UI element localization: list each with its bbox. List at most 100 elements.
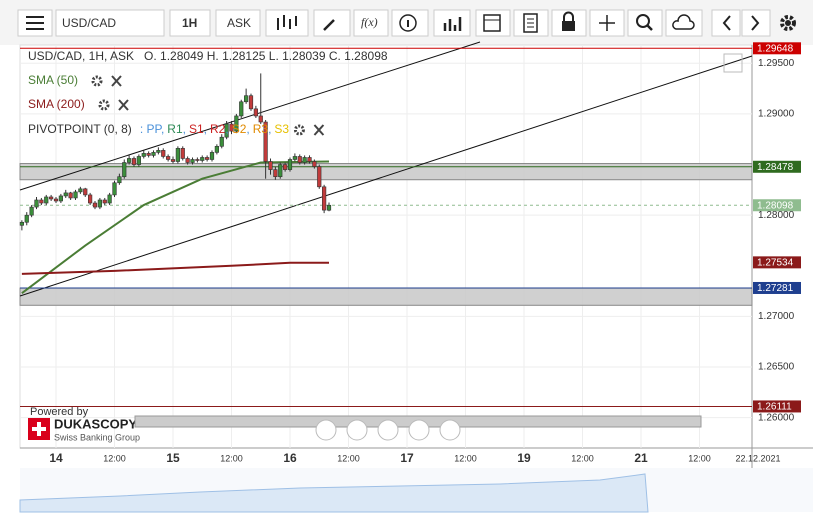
sma50-settings[interactable] — [91, 75, 122, 87]
crosshair-button[interactable] — [589, 9, 625, 37]
nav-right[interactable] — [439, 419, 461, 441]
pivot-zone — [19, 163, 753, 181]
candle-body — [219, 136, 224, 147]
candle-body — [151, 152, 156, 156]
side-select[interactable]: ASK — [215, 9, 261, 37]
navigator-area — [19, 473, 649, 513]
x-tick-label: 17 — [400, 451, 414, 465]
report-button[interactable] — [513, 9, 549, 37]
pivot-settings[interactable] — [293, 124, 325, 136]
level-badge — [753, 199, 801, 212]
trendline — [19, 55, 753, 297]
candle-body — [273, 169, 278, 177]
candle-body — [205, 157, 210, 160]
y-tick-label: 1.29500 — [758, 58, 795, 69]
candle-body — [136, 156, 141, 165]
candle-body — [122, 162, 127, 177]
popout-icon[interactable] — [723, 53, 743, 73]
nav-left[interactable] — [315, 419, 337, 441]
pivot-legend: PIVOTPOINT (0, 8): PP, R1, S1, R2, S2, R3, S3 — [28, 122, 289, 136]
level-label: 1.27281 — [757, 283, 794, 294]
x-tick-label: 12:00 — [337, 453, 360, 463]
fx-button[interactable]: f(x) — [353, 9, 389, 37]
forward-button[interactable] — [741, 9, 771, 37]
candle-body — [19, 221, 24, 226]
candle-body — [92, 202, 98, 208]
x-tick-label: 14 — [49, 451, 63, 465]
candle-body — [170, 159, 176, 162]
candle-body — [317, 166, 322, 188]
y-tick-label: 1.29000 — [758, 109, 795, 120]
candle-body — [146, 153, 151, 156]
candle-body — [63, 192, 68, 197]
symbol-select[interactable]: USD/CAD — [55, 9, 165, 37]
candle-body — [175, 148, 180, 162]
candle-body — [58, 195, 63, 202]
nav-buttons — [315, 419, 461, 441]
legend: USD/CAD, 1H, ASK O. 1.28049 H. 1.28125 L… — [28, 49, 388, 136]
candle-body — [102, 199, 107, 204]
candle-body — [131, 158, 137, 165]
volume-button[interactable] — [433, 9, 471, 37]
candle-body — [83, 188, 88, 196]
lock-button[interactable] — [551, 9, 587, 37]
side: ASK — [227, 16, 251, 30]
candle-body — [161, 150, 166, 157]
candle-body — [117, 176, 122, 184]
navigator — [19, 468, 813, 513]
candle-body — [283, 164, 288, 170]
y-tick-label: 1.27000 — [758, 311, 795, 322]
sma200-settings[interactable] — [98, 99, 129, 111]
menu-button[interactable] — [17, 9, 53, 37]
level-badge — [753, 281, 801, 294]
settings-button[interactable] — [780, 15, 796, 31]
trendline — [19, 41, 481, 191]
candle-body — [248, 95, 254, 110]
level-badge — [753, 400, 801, 413]
candle-body — [180, 148, 185, 159]
candle-body — [127, 158, 132, 163]
candle-body — [34, 199, 39, 208]
zoom-in[interactable] — [408, 419, 430, 441]
x-tick-label: 16 — [283, 451, 297, 465]
x-tick-label: 12:00 — [454, 453, 477, 463]
candle-body — [258, 115, 263, 123]
upload-button[interactable] — [665, 9, 703, 37]
close-icon — [313, 124, 325, 136]
candle-body — [209, 152, 215, 160]
gear-icon — [293, 124, 305, 136]
pivot-item: S3 — [274, 122, 289, 136]
pivot-name: PIVOTPOINT (0, 8) — [28, 122, 132, 136]
candle-body — [214, 146, 219, 153]
pivot-item: PP — [146, 122, 162, 136]
x-tick-label: 15 — [166, 451, 180, 465]
level-badge — [753, 160, 801, 173]
candle-body — [322, 186, 327, 211]
plot-area — [19, 44, 753, 449]
draw-button[interactable] — [313, 9, 351, 37]
back-button[interactable] — [711, 9, 741, 37]
level-label: 1.26111 — [757, 402, 792, 413]
sma-legend: SMA (200) — [28, 97, 85, 111]
candle-body — [302, 157, 307, 163]
candle-body — [307, 157, 312, 162]
candle-body — [53, 198, 59, 202]
series — [19, 73, 332, 294]
zoom-out[interactable] — [346, 419, 368, 441]
zoom-button[interactable] — [627, 9, 663, 37]
separator: , — [161, 122, 164, 136]
level-label: 1.29648 — [757, 43, 794, 54]
x-tick-label: 12:00 — [103, 453, 126, 463]
sma-line — [21, 261, 329, 275]
toolbar: USD/CAD 1H ASK f(x) — [0, 0, 813, 45]
period-select[interactable]: 1H — [169, 9, 211, 37]
candle-body — [190, 159, 195, 163]
info-button[interactable] — [391, 9, 429, 37]
reset[interactable] — [377, 419, 399, 441]
candle-body — [326, 204, 332, 211]
calendar-button[interactable] — [475, 9, 511, 37]
level-label: 1.28478 — [757, 162, 794, 173]
level-badge — [753, 256, 801, 269]
chart-type-button[interactable] — [265, 9, 309, 37]
